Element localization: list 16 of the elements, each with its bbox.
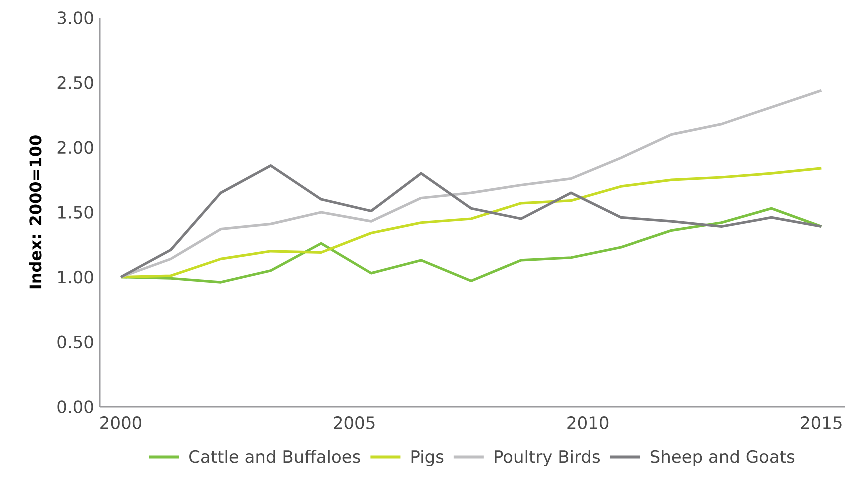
x-tick-label: 2010 <box>568 416 609 430</box>
legend-label: Pigs <box>412 450 444 467</box>
x-tick-label: 2005 <box>334 416 375 430</box>
y-tick-label: 0.50 <box>58 336 94 349</box>
y-tick-label: 2.00 <box>58 141 94 154</box>
legend-label: Poultry Birds <box>495 450 600 467</box>
x-tick-label: 2015 <box>801 416 842 430</box>
y-tick-label: 0.00 <box>58 400 94 414</box>
y-axis-title: Index: 2000=100 <box>29 136 42 289</box>
legend-label: Cattle and Buffaloes <box>190 450 360 464</box>
y-tick-label: 3.00 <box>58 12 94 24</box>
legend-label: Sheep and Goats <box>650 450 795 467</box>
y-tick-label: 2.50 <box>58 76 94 90</box>
y-tick-label: 1.50 <box>58 206 94 219</box>
y-tick-label: 1.00 <box>58 270 94 284</box>
x-tick-label: 2000 <box>100 416 142 430</box>
